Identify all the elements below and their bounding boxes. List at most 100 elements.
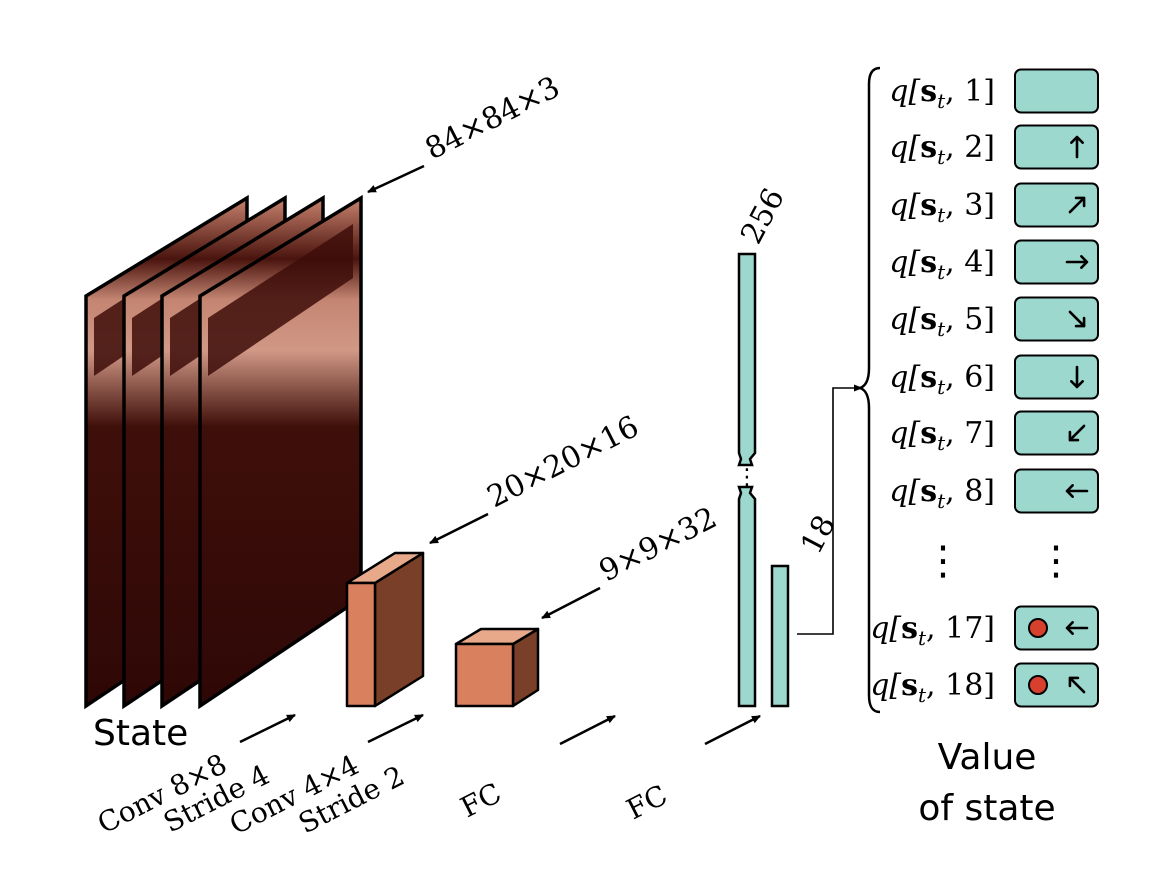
conv1-cube-front: [345, 581, 377, 708]
arrow-left-icon: [1065, 621, 1089, 635]
output-row: q[st, 1]: [889, 68, 1099, 114]
output-q-sub: t: [937, 260, 946, 284]
conv2-op-arrow: [367, 713, 424, 744]
output-row: q[st, 7]: [889, 410, 1099, 456]
fc2-label: FC: [621, 778, 672, 826]
output-row: q[st, 18]: [870, 662, 1099, 708]
fc2-op-arrow: [704, 714, 761, 746]
fc1-op-arrow: [559, 714, 616, 746]
output-value-box: [1014, 239, 1099, 285]
output-q-prefix: q[: [889, 416, 920, 451]
output-value-box: [1014, 124, 1099, 170]
output-q-label: q[st, 4]: [889, 245, 995, 284]
output-list: q[st, 1]q[st, 2]q[st, 3]q[st, 4]q[st, 5]…: [870, 68, 1099, 708]
input-frame-band: [208, 224, 353, 376]
fc1-break-dots: ⋮: [736, 465, 758, 490]
output-q-index: , 7]: [945, 416, 995, 451]
output-brace: [856, 66, 881, 714]
conv2-output-cube: [454, 627, 540, 708]
output-q-index: , 6]: [945, 360, 995, 395]
fc2-units-label: 18: [794, 510, 843, 560]
output-q-prefix: q[: [889, 360, 920, 395]
output-q-sub: t: [937, 203, 946, 227]
output-row: q[st, 3]: [889, 182, 1099, 228]
output-q-prefix: q[: [870, 668, 901, 703]
output-q-state: s: [920, 360, 937, 395]
output-q-index: , 2]: [945, 130, 995, 165]
output-q-sub: t: [937, 89, 946, 113]
output-q-label: q[st, 17]: [870, 611, 995, 650]
output-value-box: [1014, 605, 1099, 651]
arrow-right-icon: [1065, 255, 1089, 269]
output-q-sub: t: [937, 145, 946, 169]
output-q-index: , 5]: [945, 302, 995, 337]
arrow-left-icon: [1065, 484, 1089, 498]
output-title-line1: Value: [938, 737, 1037, 778]
input-frame: [198, 194, 363, 710]
output-row: q[st, 4]: [889, 239, 1099, 285]
arrow-up-icon: [1070, 135, 1084, 159]
output-label-ellipsis: ⋮: [923, 538, 963, 584]
arrow-down-right-icon: [1068, 310, 1086, 328]
fc1-bar-lower: [737, 485, 757, 708]
output-q-state: s: [920, 188, 937, 223]
fc1-bar: ⋮: [736, 252, 758, 708]
output-row: q[st, 2]: [889, 124, 1099, 170]
output-q-state: s: [901, 668, 918, 703]
output-row: q[st, 8]: [889, 468, 1099, 514]
arrow-down-left-icon: [1068, 424, 1086, 442]
output-row: q[st, 17]: [870, 605, 1099, 651]
output-q-prefix: q[: [870, 611, 901, 646]
output-q-index: , 1]: [945, 74, 995, 109]
output-q-label: q[st, 8]: [889, 474, 995, 513]
output-q-state: s: [920, 474, 937, 509]
output-value-box: [1014, 354, 1099, 400]
output-q-state: s: [920, 245, 937, 280]
output-connector-line: [797, 384, 863, 635]
output-q-state: s: [920, 130, 937, 165]
output-q-prefix: q[: [889, 130, 920, 165]
conv2-dim-arrow: [541, 586, 601, 620]
output-q-sub: t: [937, 375, 946, 399]
output-q-index: , 8]: [945, 474, 995, 509]
output-q-prefix: q[: [889, 302, 920, 337]
output-q-state: s: [920, 416, 937, 451]
output-box-ellipsis: ⋮: [1036, 538, 1076, 584]
fc1-label: FC: [455, 776, 506, 824]
conv1-output-cube: [345, 551, 425, 708]
output-title-line2: of state: [918, 788, 1055, 829]
arrow-down-icon: [1070, 365, 1084, 389]
output-value-box: [1014, 662, 1099, 708]
output-q-sub: t: [918, 683, 927, 707]
fc1-units-label: 256: [734, 183, 792, 250]
output-row: q[st, 6]: [889, 354, 1099, 400]
output-q-label: q[st, 1]: [889, 74, 995, 113]
output-q-sub: t: [937, 489, 946, 513]
arrow-up-right-icon: [1068, 196, 1086, 214]
output-q-prefix: q[: [889, 74, 920, 109]
conv1-dim-arrow: [429, 512, 489, 545]
conv2-cube-front: [454, 642, 515, 708]
output-q-index: , 4]: [945, 245, 995, 280]
output-q-state: s: [920, 74, 937, 109]
output-value-box: [1014, 68, 1099, 114]
fc2-bar: [770, 564, 790, 708]
output-q-label: q[st, 7]: [889, 416, 995, 455]
output-q-state: s: [920, 302, 937, 337]
output-q-index: , 17]: [926, 611, 995, 646]
output-q-sub: t: [918, 626, 927, 650]
output-q-state: s: [901, 611, 918, 646]
output-q-label: q[st, 5]: [889, 302, 995, 341]
output-value-box: [1014, 468, 1099, 514]
output-q-label: q[st, 6]: [889, 360, 995, 399]
fire-dot-icon: [1028, 675, 1048, 695]
fire-dot-icon: [1028, 618, 1048, 638]
state-label: State: [93, 713, 188, 754]
output-q-sub: t: [937, 431, 946, 455]
output-q-label: q[st, 2]: [889, 130, 995, 169]
output-q-index: , 18]: [926, 668, 995, 703]
output-q-prefix: q[: [889, 188, 920, 223]
fc1-bar-upper: [737, 252, 757, 467]
input-frame-stack: [84, 194, 363, 710]
input-dim-label: 84×84×3: [420, 70, 566, 167]
